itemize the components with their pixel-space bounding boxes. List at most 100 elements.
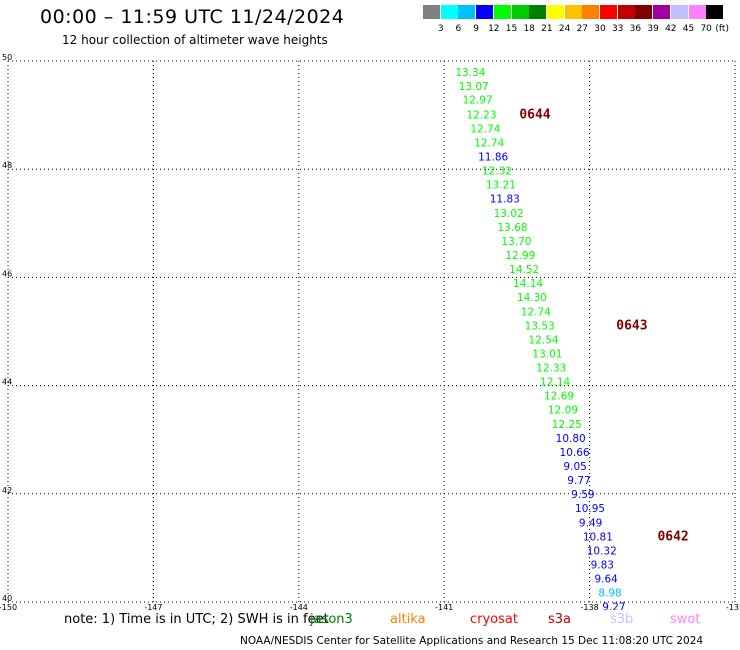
scale-label: 36: [629, 24, 642, 34]
pass-number-label: 0642: [657, 529, 688, 544]
wave-height-value: 13.01: [532, 348, 562, 360]
wave-height-value: 13.02: [494, 208, 524, 220]
scale-label: 30: [594, 24, 606, 34]
scale-swatch: [511, 5, 529, 19]
scale-label: 45: [682, 24, 695, 34]
wave-height-points: 13.34 13.07 12.97 12.23 12.74 12.74 11.86 12.32…: [455, 67, 625, 610]
scale-swatch: [706, 5, 724, 19]
wave-height-value: 13.53: [525, 320, 555, 332]
wave-height-value: 10.66: [560, 447, 590, 459]
scale-label: 33: [611, 24, 624, 34]
x-tick-label: -141: [435, 603, 453, 610]
scale-label: 15: [505, 24, 518, 34]
wave-height-value: 13.34: [455, 67, 485, 79]
wave-height-value: 9.77: [567, 475, 590, 487]
scale-swatch: [564, 5, 582, 19]
wave-height-value: 12.09: [548, 405, 578, 417]
scale-swatch: [617, 5, 635, 19]
wave-height-value: 11.86: [478, 152, 508, 164]
wave-height-value: 10.80: [556, 433, 586, 445]
wave-height-value: 8.98: [598, 588, 621, 600]
wave-height-value: 9.64: [594, 574, 618, 586]
scale-swatch: [582, 5, 600, 19]
wave-height-value: 12.32: [482, 166, 512, 178]
wave-height-value: 12.99: [505, 250, 535, 262]
wave-height-value: 10.95: [575, 503, 605, 515]
y-tick-label: 44: [2, 378, 12, 387]
page-subtitle: 12 hour collection of altimeter wave hei…: [62, 33, 328, 47]
scale-swatch: [423, 5, 440, 19]
wave-height-value: 9.49: [579, 517, 602, 529]
satellite-jason3: jason3: [310, 612, 353, 627]
wave-height-value: 14.14: [513, 278, 543, 290]
wave-height-value: 12.97: [463, 95, 493, 107]
wave-height-value: 12.69: [544, 391, 574, 403]
scale-swatch: [688, 5, 706, 19]
y-tick-label: 46: [2, 269, 12, 278]
scale-swatch: [635, 5, 653, 19]
x-tick-label: -135: [726, 603, 740, 610]
wave-height-value: 12.14: [540, 377, 570, 389]
wave-height-value: 9.27: [602, 602, 625, 610]
scale-swatch: [440, 5, 458, 19]
wave-height-value: 11.83: [490, 194, 520, 206]
scale-swatch: [493, 5, 511, 19]
scale-label: 42: [665, 24, 677, 34]
y-tick-label: 48: [2, 161, 12, 170]
scale-label: 12: [488, 24, 500, 34]
wave-height-value: 10.32: [587, 545, 617, 557]
pass-labels: 0644064306420641: [519, 107, 688, 544]
pass-number-label: 0643: [616, 318, 647, 333]
y-tick-label: 42: [2, 486, 12, 495]
y-tick-label: 40: [2, 594, 12, 603]
satellite-cryosat: cryosat: [470, 612, 518, 627]
wave-height-value: 13.07: [459, 81, 489, 93]
wave-height-map: -150 -147 -144 -141 -138 -135 50 48 46 44 42 40 13.…: [0, 53, 740, 610]
wave-height-value: 12.54: [529, 334, 559, 346]
wave-height-value: 12.23: [466, 109, 496, 121]
units-note: note: 1) Time is in UTC; 2) SWH is in fe…: [64, 612, 329, 627]
wave-height-value: 14.30: [517, 292, 547, 304]
y-tick-label: 50: [2, 53, 12, 62]
satellite-altika: altika: [390, 612, 426, 627]
wave-height-value: 12.74: [470, 123, 500, 135]
wave-height-value: 9.05: [563, 461, 586, 473]
scale-label: 21: [541, 24, 553, 34]
wave-height-value: 9.83: [591, 559, 614, 571]
scale-swatch: [653, 5, 671, 19]
wave-height-value: 12.74: [474, 137, 504, 149]
scale-swatch: [546, 5, 564, 19]
footer-credit: NOAA/NESDIS Center for Satellite Applica…: [240, 635, 704, 647]
scale-label: 9: [473, 24, 479, 34]
wave-height-value: 12.25: [552, 419, 582, 431]
scale-unit: (ft): [715, 24, 729, 34]
wave-height-value: 10.81: [583, 531, 613, 543]
satellite-s3b: s3b: [610, 612, 634, 627]
wave-height-value: 14.52: [509, 264, 539, 276]
scale-label: 70: [700, 24, 712, 34]
satellite-swot: swot: [670, 612, 701, 627]
wave-height-value: 12.74: [521, 306, 551, 318]
scale-swatch: [458, 5, 476, 19]
wave-height-value: 13.70: [501, 236, 531, 248]
satellite-s3a: s3a: [548, 612, 572, 627]
wave-height-value: 9.59: [571, 489, 594, 501]
x-tick-label: -138: [581, 603, 599, 610]
scale-label: 39: [647, 24, 659, 34]
scale-swatch: [670, 5, 688, 19]
wave-height-value: 13.68: [498, 222, 528, 234]
pass-number-label: 0644: [519, 107, 550, 122]
x-tick-label: -150: [0, 603, 17, 610]
wave-height-value: 13.21: [486, 180, 516, 192]
scale-swatch: [529, 5, 547, 19]
scale-swatch: [600, 5, 617, 19]
scale-label: 18: [523, 24, 535, 34]
wave-height-value: 12.33: [536, 363, 566, 375]
x-tick-label: -144: [290, 603, 308, 610]
axis-ticks: -150 -147 -144 -141 -138 -135 50 48 46 44 42 40: [0, 53, 740, 610]
page-title: 00:00 – 11:59 UTC 11/24/2024: [40, 6, 345, 28]
x-tick-label: -147: [144, 603, 162, 610]
scale-swatch: [476, 5, 494, 19]
scale-label: 6: [455, 24, 462, 34]
scale-label: 27: [576, 24, 589, 34]
